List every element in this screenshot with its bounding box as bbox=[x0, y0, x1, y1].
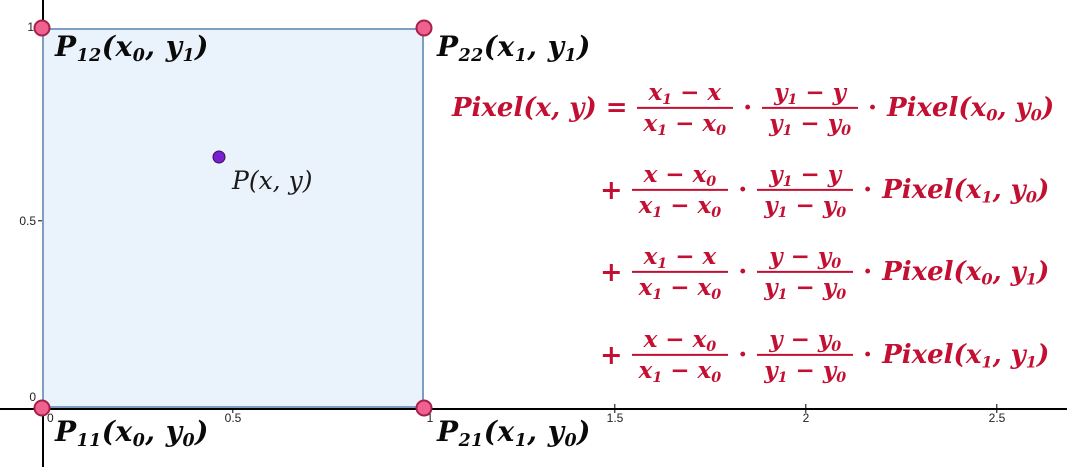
x-tick-label: 0.5 bbox=[224, 411, 242, 425]
x-axis bbox=[0, 408, 1067, 410]
formula-line-3: + x1 − x x1 − x0 · y − y0 y1 − y0 · Pixel(… bbox=[600, 242, 1049, 302]
fraction-x: x − x0 x1 − x0 bbox=[631, 325, 729, 385]
multiplication-dot: · bbox=[863, 175, 873, 205]
fraction-x: x1 − x x1 − x0 bbox=[636, 78, 734, 138]
formula-term: Pixel(x1, y0) bbox=[882, 175, 1050, 207]
multiplication-dot: · bbox=[738, 257, 748, 287]
plus-sign: + bbox=[600, 339, 623, 371]
fraction-x: x1 − x x1 − x0 bbox=[631, 242, 729, 302]
multiplication-dot: · bbox=[743, 93, 753, 123]
formula-term: Pixel(x1, y1) bbox=[882, 340, 1050, 372]
multiplication-dot: · bbox=[738, 175, 748, 205]
origin-label-x: 0 bbox=[47, 411, 54, 425]
y-tick-label: 0.5 bbox=[19, 214, 36, 228]
point-P11[interactable] bbox=[33, 399, 51, 417]
label-P11: P11(x0, y0) bbox=[55, 415, 209, 451]
x-tick-label: 1.5 bbox=[606, 411, 624, 425]
formula-term: Pixel(x0, y1) bbox=[882, 257, 1050, 289]
formula-line-4: + x − x0 x1 − x0 · y − y0 y1 − y0 · Pixel(… bbox=[600, 325, 1049, 385]
multiplication-dot: · bbox=[868, 93, 878, 123]
label-P21: P21(x1, y0) bbox=[437, 415, 591, 451]
point-P21[interactable] bbox=[415, 399, 433, 417]
x-tick-label: 2 bbox=[802, 411, 810, 425]
fraction-x: x − x0 x1 − x0 bbox=[631, 160, 729, 220]
fraction-y: y1 − y y1 − y0 bbox=[757, 160, 854, 220]
fraction-y: y − y0 y1 − y0 bbox=[757, 325, 854, 385]
x-tick-mark bbox=[996, 404, 998, 413]
x-tick-mark bbox=[232, 404, 234, 413]
multiplication-dot: · bbox=[863, 257, 873, 287]
formula-term: Pixel(x0, y0) bbox=[887, 93, 1055, 125]
fraction-y: y1 − y y1 − y0 bbox=[762, 78, 858, 138]
unit-square bbox=[42, 28, 424, 408]
formula-line-2: + x − x0 x1 − x0 · y1 − y y1 − y0 · Pixel(… bbox=[600, 160, 1049, 220]
plus-sign: + bbox=[600, 256, 623, 288]
point-P22[interactable] bbox=[415, 19, 433, 37]
multiplication-dot: · bbox=[863, 340, 873, 370]
fraction-y: y − y0 y1 − y0 bbox=[757, 242, 854, 302]
formula-line-1: Pixel(x, y) = x1 − x x1 − x0 · y1 − y y1 −… bbox=[452, 78, 1054, 138]
origin-label-y: 0 bbox=[29, 390, 36, 404]
label-P: P(x, y) bbox=[232, 166, 313, 195]
x-tick-label: 1 bbox=[426, 411, 434, 425]
plus-sign: + bbox=[600, 174, 623, 206]
label-P22: P22(x1, y1) bbox=[437, 30, 591, 66]
formula-lhs: Pixel(x, y) = bbox=[452, 93, 628, 123]
y-tick-label: 1 bbox=[27, 20, 34, 34]
multiplication-dot: · bbox=[738, 340, 748, 370]
x-tick-mark bbox=[805, 404, 807, 413]
x-tick-mark bbox=[614, 404, 616, 413]
point-P[interactable] bbox=[212, 150, 226, 164]
x-tick-label: 2.5 bbox=[988, 411, 1006, 425]
point-P12[interactable] bbox=[33, 19, 51, 37]
label-P12: P12(x0, y1) bbox=[55, 30, 209, 66]
